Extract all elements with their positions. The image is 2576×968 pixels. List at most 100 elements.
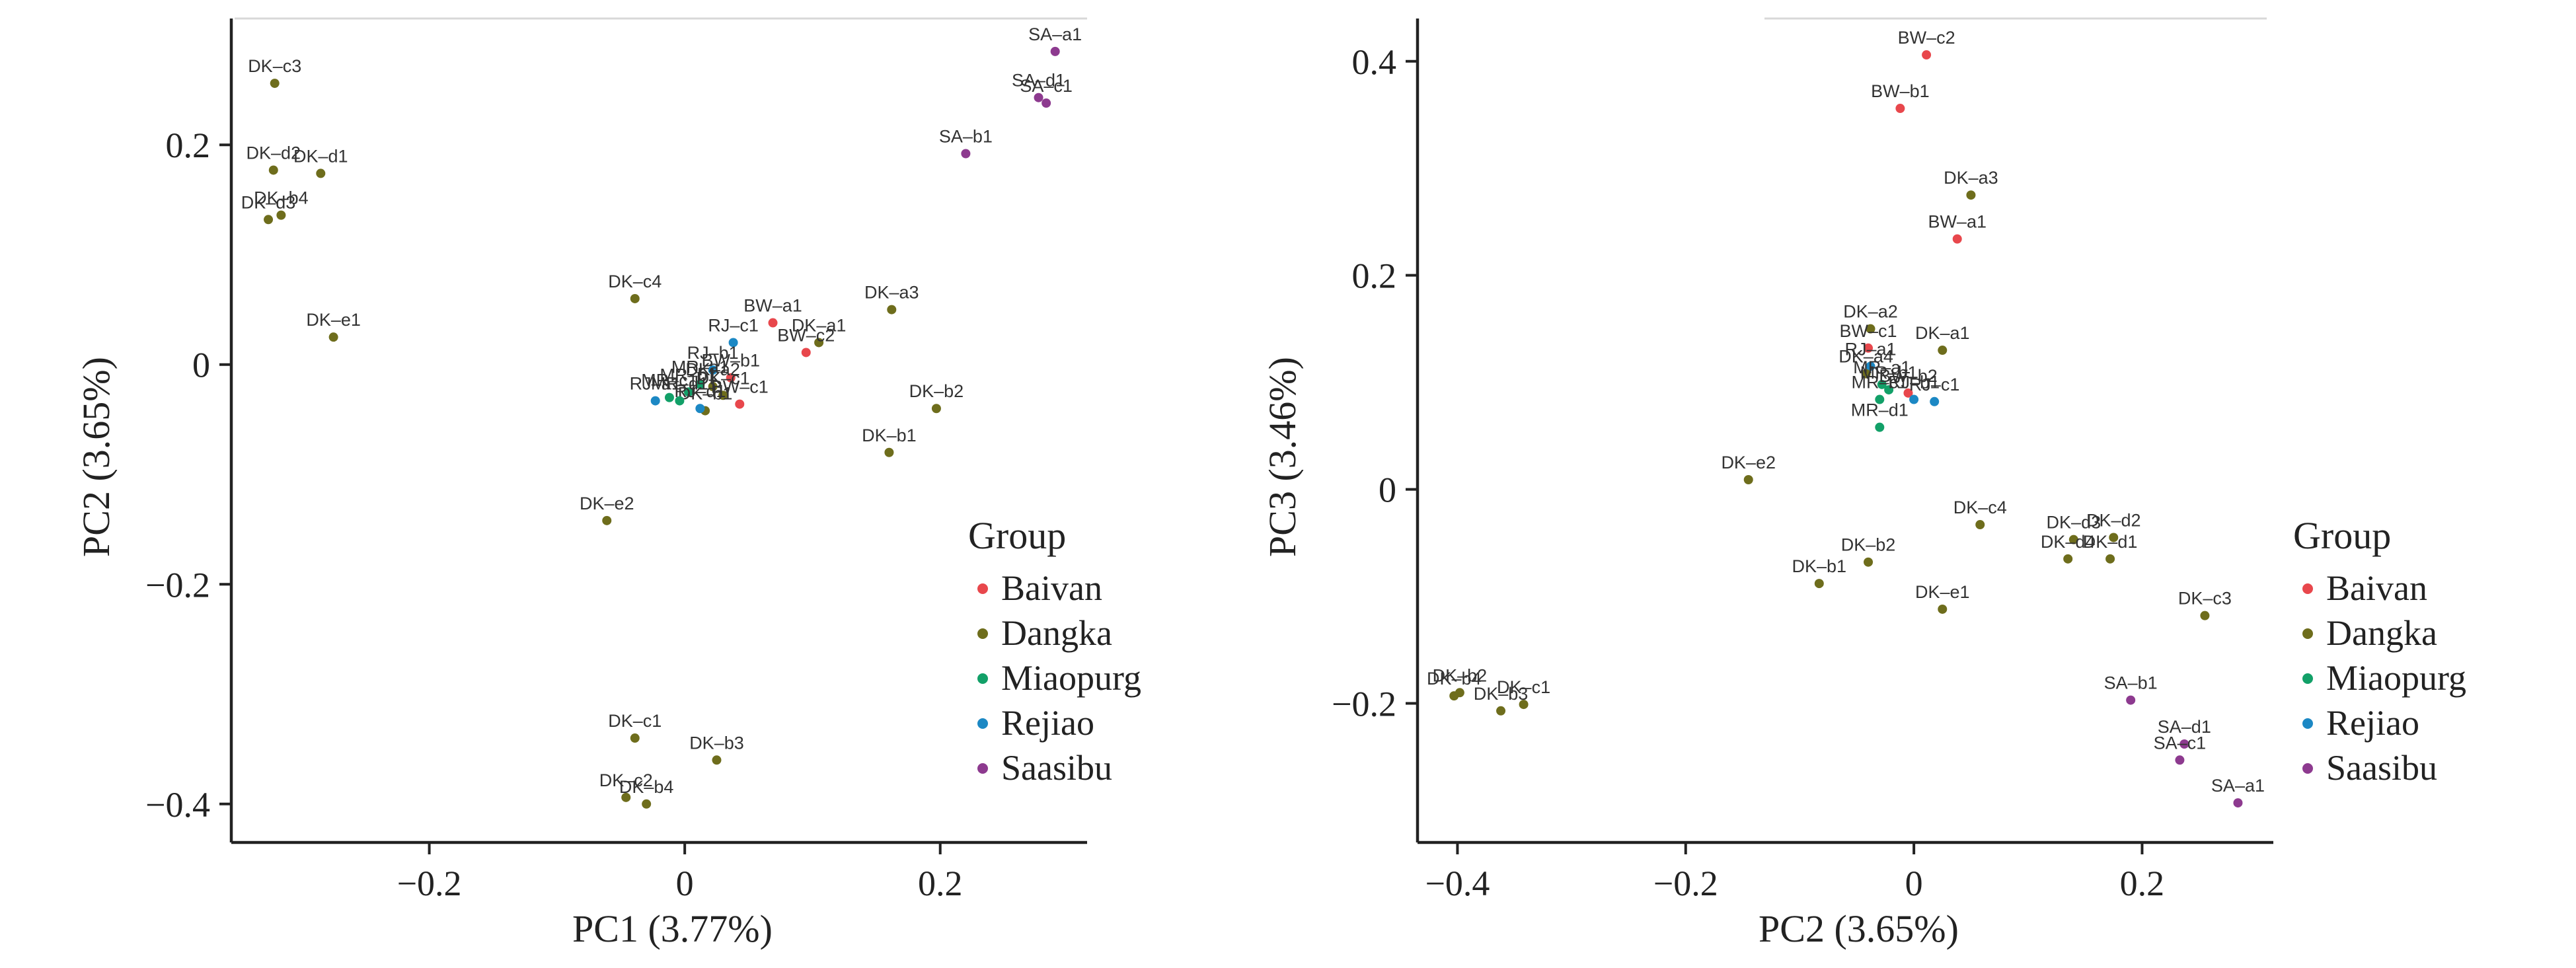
pc2-pc3-y-tick-label: 0.2 bbox=[1352, 256, 1397, 296]
pc1-pc2-point-label: DK–a1 bbox=[792, 315, 847, 335]
pc2-pc3-point bbox=[1814, 579, 1824, 589]
pc2-pc3-point bbox=[2068, 535, 2078, 544]
pc1-pc2-legend-item: Baivan bbox=[1001, 568, 1102, 608]
pc1-pc2-point-label: DK–c3 bbox=[248, 56, 301, 76]
pc2-pc3-point-label: DK–b3 bbox=[1474, 684, 1529, 704]
pc1-pc2-y-tick-label: 0.2 bbox=[166, 126, 211, 165]
pc1-pc2-point bbox=[887, 305, 897, 315]
pc1-pc2-point bbox=[675, 396, 685, 406]
pc2-pc3-point-label: RJ–a1 bbox=[1844, 339, 1896, 359]
pc2-pc3-point-label: DK–a4 bbox=[1838, 347, 1893, 367]
pc1-pc2-point bbox=[1050, 46, 1060, 56]
pc1-pc2-legend-swatch bbox=[977, 763, 988, 774]
pc1-pc2-point-label: DK–b3 bbox=[689, 733, 744, 753]
pc1-pc2-point bbox=[602, 515, 612, 525]
pc2-pc3-y-tick-label: 0.4 bbox=[1352, 42, 1397, 82]
pc1-pc2-point bbox=[735, 399, 745, 409]
pc2-pc3-point-label: BW–b2 bbox=[1879, 366, 1938, 386]
pc2-pc3-point bbox=[1866, 324, 1875, 334]
pc2-pc3-x-tick-label: 0.2 bbox=[2120, 864, 2165, 903]
pc1-pc2-point-label: DK–c1 bbox=[697, 368, 750, 388]
pc1-pc2-point bbox=[650, 396, 660, 406]
pc2-pc3-point-label: DK–c3 bbox=[2178, 589, 2232, 609]
pc1-pc2-panel: −0.2 0 0.2 0.2 0 −0.2 −0.4 PC1 (3.77%) PC2 (3.65… bbox=[75, 17, 1141, 950]
pc2-pc3-point bbox=[1743, 474, 1753, 484]
pc2-pc3-y-axis-title: PC3 (3.46%) bbox=[1261, 357, 1304, 557]
pc2-pc3-point-label: BW–b1 bbox=[1871, 81, 1930, 101]
pc1-pc2-y-tick-label: −0.4 bbox=[145, 785, 210, 825]
pc1-pc2-legend-swatch bbox=[977, 628, 988, 639]
pc2-pc3-point-label: DK–b1 bbox=[1792, 556, 1847, 576]
pc2-pc3-point-label: DK–d3 bbox=[2047, 513, 2102, 533]
pc2-pc3-legend-swatch bbox=[2302, 718, 2313, 729]
pc1-pc2-legend-item: Dangka bbox=[1001, 613, 1112, 653]
pc2-pc3-legend-item: Saasibu bbox=[2326, 748, 2437, 788]
pc1-pc2-point-label: RJ–c1 bbox=[708, 315, 759, 335]
pc2-pc3-legend-swatch bbox=[2302, 763, 2313, 774]
pc1-pc2-point-label: BW–c1 bbox=[711, 377, 769, 397]
pc1-pc2-point bbox=[642, 799, 652, 809]
pc2-pc3-legend-swatch bbox=[2302, 628, 2313, 639]
pc2-pc3-point bbox=[1875, 394, 1885, 404]
pc1-pc2-legend-swatch bbox=[977, 673, 988, 684]
pc1-pc2-point bbox=[264, 215, 274, 225]
pc2-pc3-point bbox=[2105, 554, 2115, 564]
pc1-pc2-legend-swatch bbox=[977, 583, 988, 594]
pc2-pc3-point-label: BW–c2 bbox=[1898, 28, 1955, 48]
pc2-pc3-point bbox=[1455, 688, 1464, 698]
pc1-pc2-point-label: DK–a3 bbox=[864, 283, 919, 303]
pc1-pc2-point-label: DK–b2 bbox=[909, 381, 964, 401]
pc1-pc2-point bbox=[814, 338, 824, 348]
pc1-pc2-point bbox=[270, 79, 280, 89]
pc1-pc2-point bbox=[683, 387, 693, 397]
pc2-pc3-legend-title: Group bbox=[2293, 514, 2391, 557]
pc1-pc2-point-label: RJ–b1 bbox=[687, 343, 739, 363]
pc2-pc3-point bbox=[1903, 388, 1913, 398]
pc1-pc2-point bbox=[884, 447, 894, 457]
pc1-pc2-legend-item: Miaopurg bbox=[1001, 658, 1141, 698]
pc2-pc3-point-label: RJ–b1 bbox=[1888, 373, 1940, 392]
pc2-pc3-point-label: DK–e1 bbox=[1915, 582, 1970, 602]
pc1-pc2-x-tick-label: 0 bbox=[676, 864, 694, 903]
pc2-pc3-point bbox=[1966, 190, 1976, 200]
pc2-pc3-legend-item: Rejiao bbox=[2326, 703, 2419, 743]
pc1-pc2-x-tick-label: −0.2 bbox=[397, 864, 462, 903]
pc2-pc3-point-label: MR–b1 bbox=[1860, 363, 1918, 383]
pc2-pc3-x-tick-label: −0.2 bbox=[1653, 864, 1718, 903]
pc2-pc3-point bbox=[1877, 379, 1887, 389]
pc2-pc3-point bbox=[1519, 700, 1529, 710]
pc1-pc2-point-label: DK–d1 bbox=[293, 146, 348, 166]
pc2-pc3-point bbox=[1938, 346, 1948, 355]
pc1-pc2-point-label: DK–d3 bbox=[241, 192, 296, 212]
pc1-pc2-point-label: RJ–a1 bbox=[630, 374, 681, 394]
pc2-pc3-point-label: MR–a1 bbox=[1853, 357, 1911, 377]
pc2-pc3-point-label: DK–a2 bbox=[1843, 302, 1898, 322]
pc1-pc2-point bbox=[695, 379, 705, 389]
pc1-pc2-point bbox=[718, 391, 728, 400]
pc2-pc3-point bbox=[1895, 104, 1905, 114]
pc2-pc3-point bbox=[1922, 50, 1932, 60]
pc1-pc2-point bbox=[961, 149, 971, 159]
pc2-pc3-point bbox=[2126, 695, 2136, 705]
pc1-pc2-point bbox=[630, 733, 640, 743]
pc2-pc3-point bbox=[1938, 604, 1948, 614]
pc1-pc2-point bbox=[931, 404, 941, 414]
pc1-pc2-point-label: BW–b1 bbox=[701, 351, 760, 371]
pc1-pc2-point-label: BW–a1 bbox=[743, 296, 802, 316]
pc2-pc3-point bbox=[1496, 706, 1506, 716]
pc2-pc3-x-tick-label: 0 bbox=[1905, 864, 1923, 903]
pc2-pc3-point bbox=[2233, 798, 2243, 808]
pc2-pc3-point bbox=[2200, 611, 2210, 620]
pc1-pc2-point-label: DK–c1 bbox=[608, 711, 662, 731]
pc1-pc2-point bbox=[664, 392, 674, 402]
pc2-pc3-point-label: DK–d4 bbox=[2041, 532, 2096, 552]
pc2-pc3-point-label: DK–e2 bbox=[1721, 453, 1776, 472]
pc2-pc3-legend-swatch bbox=[2302, 673, 2313, 684]
pc2-pc3-point bbox=[2179, 739, 2189, 749]
pc1-pc2-point bbox=[712, 755, 722, 765]
pc1-pc2-point-label: DK–b1 bbox=[678, 384, 733, 404]
